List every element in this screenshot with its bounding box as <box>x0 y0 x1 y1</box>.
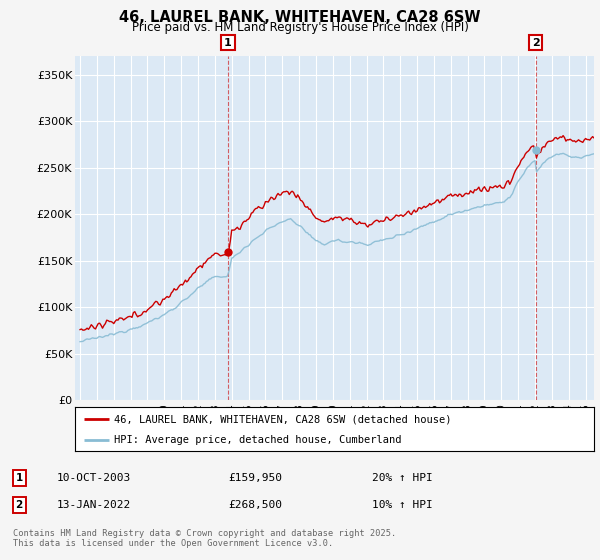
Text: Contains HM Land Registry data © Crown copyright and database right 2025.
This d: Contains HM Land Registry data © Crown c… <box>13 529 397 548</box>
Text: 46, LAUREL BANK, WHITEHAVEN, CA28 6SW: 46, LAUREL BANK, WHITEHAVEN, CA28 6SW <box>119 10 481 25</box>
Text: 2: 2 <box>532 38 539 48</box>
Text: 2: 2 <box>16 500 23 510</box>
Text: 13-JAN-2022: 13-JAN-2022 <box>57 500 131 510</box>
Text: 10% ↑ HPI: 10% ↑ HPI <box>372 500 433 510</box>
Text: £268,500: £268,500 <box>228 500 282 510</box>
Text: 46, LAUREL BANK, WHITEHAVEN, CA28 6SW (detached house): 46, LAUREL BANK, WHITEHAVEN, CA28 6SW (d… <box>114 414 451 424</box>
Text: 10-OCT-2003: 10-OCT-2003 <box>57 473 131 483</box>
Text: Price paid vs. HM Land Registry's House Price Index (HPI): Price paid vs. HM Land Registry's House … <box>131 21 469 34</box>
Text: £159,950: £159,950 <box>228 473 282 483</box>
Text: 20% ↑ HPI: 20% ↑ HPI <box>372 473 433 483</box>
Text: 1: 1 <box>224 38 232 48</box>
Text: 1: 1 <box>16 473 23 483</box>
Text: HPI: Average price, detached house, Cumberland: HPI: Average price, detached house, Cumb… <box>114 435 401 445</box>
